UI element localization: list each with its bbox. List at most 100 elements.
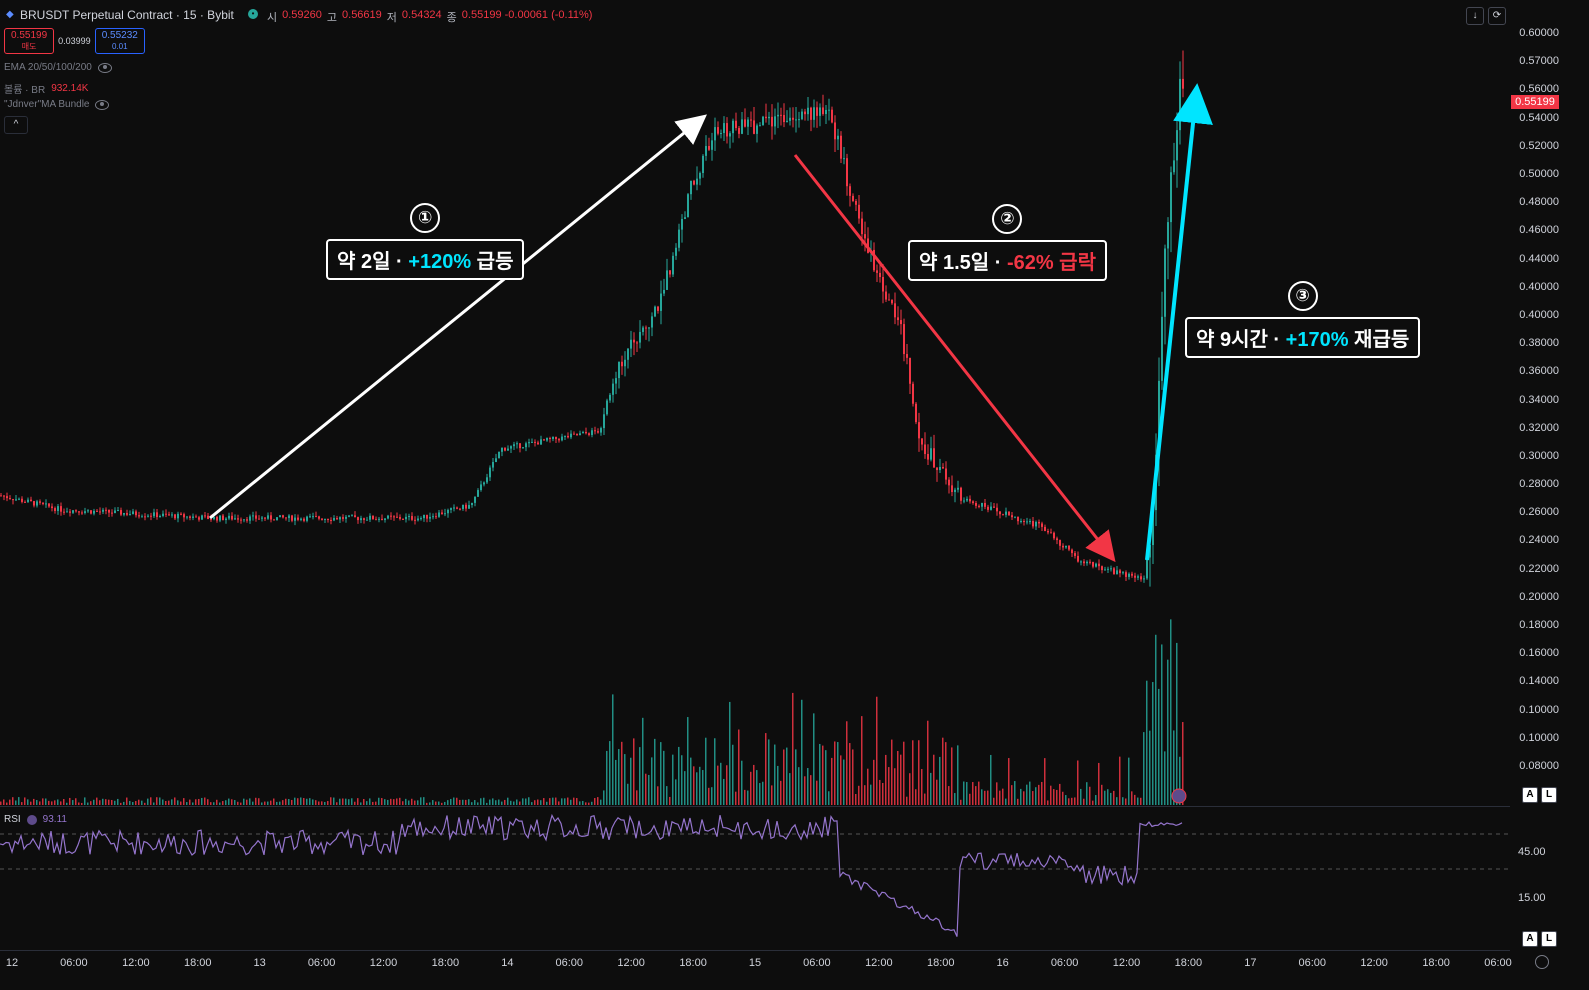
candle xyxy=(987,506,989,510)
arrow-pump-1 xyxy=(209,114,707,520)
candle xyxy=(402,518,404,520)
volume-bar xyxy=(744,789,746,805)
time-tick: 15 xyxy=(748,957,762,969)
rsi-settings-icon[interactable] xyxy=(26,814,37,825)
candle xyxy=(84,511,86,513)
time-tick: 12 xyxy=(5,957,19,969)
refresh-icon[interactable]: ⟳ xyxy=(1488,7,1506,25)
chart-icon[interactable] xyxy=(1171,788,1187,804)
volume-bar xyxy=(438,801,440,805)
candle xyxy=(684,217,686,219)
volume-bar xyxy=(114,800,116,805)
candle xyxy=(336,518,338,520)
candle xyxy=(390,515,392,517)
candle xyxy=(657,306,659,311)
candle xyxy=(603,414,605,429)
volume-bar xyxy=(6,802,8,805)
price-tick: 0.28000 xyxy=(1519,478,1559,491)
candle xyxy=(879,272,881,278)
volume-bar xyxy=(429,802,431,805)
volume-bar xyxy=(219,802,221,805)
volume-bar xyxy=(36,800,38,805)
candle xyxy=(771,116,773,127)
rsi-log-button[interactable]: L xyxy=(1541,931,1557,947)
auto-scale-button[interactable]: A xyxy=(1522,787,1538,803)
volume-bar xyxy=(249,798,251,805)
volume-bar xyxy=(111,799,113,805)
rsi-auto-button[interactable]: A xyxy=(1522,931,1538,947)
candle xyxy=(1026,521,1028,523)
candle xyxy=(195,516,197,518)
candle xyxy=(456,507,458,509)
candle xyxy=(1101,566,1103,571)
volume-bar xyxy=(315,800,317,805)
candle xyxy=(624,359,626,367)
candle xyxy=(780,114,782,116)
indicator-volume[interactable]: 볼륨 · BR 932.14K xyxy=(4,81,88,96)
indicator-ma-bundle[interactable]: "Jdnver"MA Bundle xyxy=(4,99,110,110)
candle xyxy=(942,467,944,469)
candle xyxy=(501,448,503,452)
volume-bar xyxy=(180,801,182,805)
candle xyxy=(57,506,59,511)
candle xyxy=(318,516,320,519)
candle xyxy=(252,515,254,517)
volume-bar xyxy=(978,781,980,805)
rsi-legend[interactable]: RSI 93.11 xyxy=(4,814,67,825)
volume-bar xyxy=(1059,783,1061,805)
candle xyxy=(507,448,509,451)
log-scale-button[interactable]: L xyxy=(1541,787,1557,803)
candle xyxy=(1116,570,1118,575)
volume-bar xyxy=(9,799,11,805)
candle xyxy=(414,519,416,521)
candle xyxy=(36,501,38,506)
volume-bar xyxy=(891,739,893,805)
symbol-title[interactable]: ◆ BRUSDT Perpetual Contract · 15 · Bybit xyxy=(6,8,234,22)
settings-icon[interactable] xyxy=(1535,955,1549,969)
candle xyxy=(1158,380,1160,455)
candle xyxy=(903,324,905,355)
collapse-indicators-button[interactable]: ^ xyxy=(4,116,28,134)
candle xyxy=(75,510,77,512)
volume-bar xyxy=(66,802,68,805)
candle xyxy=(1110,568,1112,570)
volume-bar xyxy=(561,798,563,805)
price-tick: 0.52000 xyxy=(1519,139,1559,152)
time-axis[interactable]: 12 06:00 12:00 18:00 13 06:00 12:00 18:00 14 06:0… xyxy=(0,950,1512,975)
candle xyxy=(798,119,800,121)
candle xyxy=(102,509,104,512)
time-tick: 16 xyxy=(996,957,1009,969)
candle xyxy=(1020,520,1022,522)
volume-bar xyxy=(783,749,785,805)
volume-bar xyxy=(366,801,368,805)
volume-bar xyxy=(711,787,713,805)
volume-bar xyxy=(1065,795,1067,805)
volume-bar xyxy=(444,801,446,805)
candle xyxy=(924,444,926,454)
candle xyxy=(273,519,275,521)
volume-bar xyxy=(108,799,110,805)
price-chart[interactable] xyxy=(0,0,1510,950)
candle xyxy=(672,255,674,275)
volume-bar xyxy=(69,797,71,805)
volume-bar xyxy=(651,757,653,805)
time-tick: 12:00 xyxy=(617,957,645,969)
volume-bar xyxy=(471,802,473,805)
sell-button[interactable]: 0.55199 매도 xyxy=(4,28,55,54)
volume-bar xyxy=(903,741,905,805)
volume-bar xyxy=(483,797,485,805)
volume-bar xyxy=(489,799,491,805)
volume-bar xyxy=(1167,659,1169,805)
candle xyxy=(597,431,599,433)
indicator-ema[interactable]: EMA 20/50/100/200 xyxy=(4,62,112,73)
price-axis[interactable]: 0.60000 0.57000 0.56000 0.54000 0.52000 0.500… xyxy=(1510,0,1589,806)
volume-bar xyxy=(873,759,875,805)
volume-bar xyxy=(756,770,758,805)
volume-bar xyxy=(687,717,689,805)
download-icon[interactable]: ↓ xyxy=(1466,7,1484,25)
eye-icon[interactable] xyxy=(95,99,110,110)
pane-divider[interactable] xyxy=(0,806,1510,807)
buy-button[interactable]: 0.55232 0.01 xyxy=(94,28,145,54)
eye-icon[interactable] xyxy=(97,62,112,73)
volume-bar xyxy=(411,798,413,805)
